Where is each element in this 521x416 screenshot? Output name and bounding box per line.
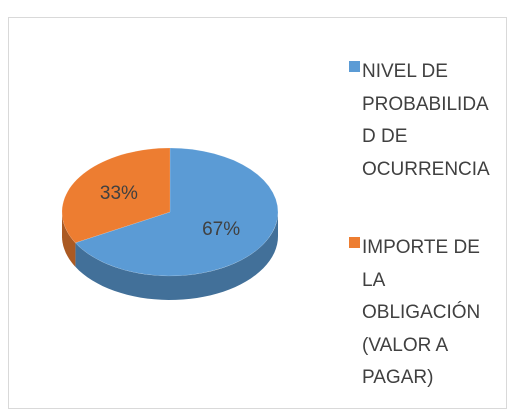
legend-label: NIVEL DE PROBABILIDAD DE OCURRENCIA [362,61,490,180]
legend-swatch [349,61,360,72]
slice-side [75,212,279,300]
data-label: 67% [202,219,240,240]
slice-top [61,147,171,244]
chart-frame [8,17,507,409]
pie-slice [74,147,279,300]
slice-top [74,147,279,277]
slice-side [62,212,76,267]
legend-label: IMPORTE DE LA OBLIGACIÓN (VALOR A PAGAR) [362,237,481,388]
pie-slice [61,147,171,267]
data-label: 33% [100,183,138,204]
legend-swatch [349,237,360,248]
